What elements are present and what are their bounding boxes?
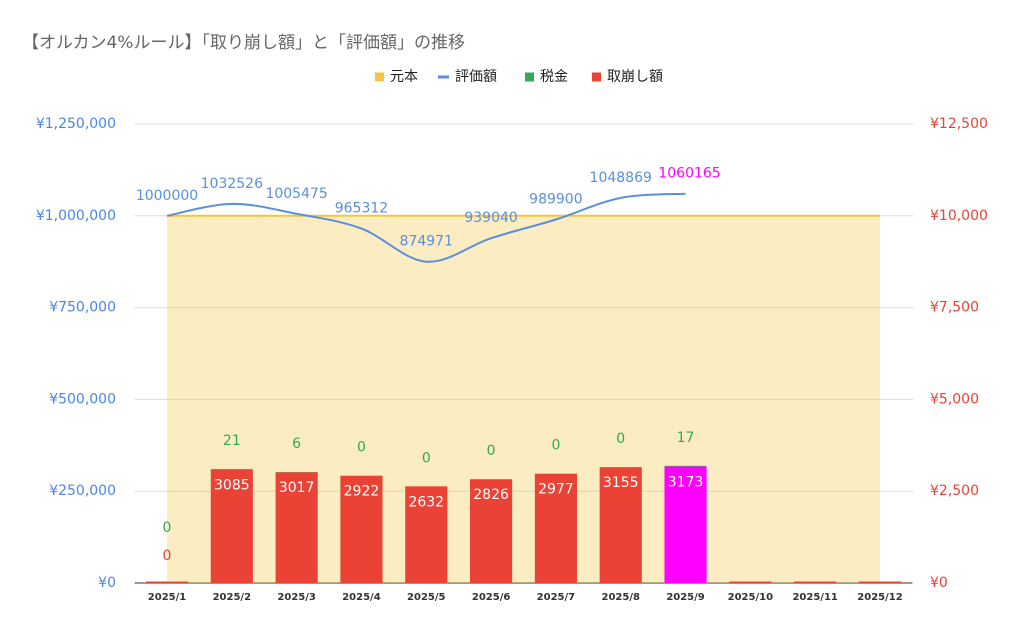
y2-tick-label: ¥12,500 [930,116,988,132]
data-label: 6 [292,436,301,452]
chart-title: 【オルカン4%ルール】「取り崩し額」と「評価額」の推移 [22,33,465,53]
y-tick-label: ¥250,000 [49,483,116,499]
bar [275,472,318,583]
bar [794,581,837,583]
bar [664,465,707,467]
y2-tick-label: ¥0 [930,575,948,591]
data-label: 2922 [344,484,380,500]
data-label: 0 [163,548,172,564]
data-label: 1005475 [265,186,327,202]
legend-label: 元本 [390,69,418,85]
data-label: 21 [223,433,241,449]
data-label: 0 [163,520,172,536]
bar [599,467,642,583]
x-tick-label: 2025/1 [148,592,186,603]
legend-label: 評価額 [455,69,497,85]
x-tick-label: 2025/4 [342,592,380,603]
bar [145,581,189,583]
y-tick-label: ¥750,000 [49,300,116,316]
data-label: 2977 [538,482,574,498]
data-label: 989900 [529,192,582,208]
legend-label: 税金 [540,69,568,85]
y2-tick-label: ¥2,500 [930,483,979,499]
x-tick-label: 2025/9 [666,592,704,603]
bar [210,469,253,583]
y-tick-label: ¥1,000,000 [36,208,116,224]
data-label: 0 [616,431,625,447]
x-tick-label: 2025/5 [407,592,445,603]
x-tick-label: 2025/8 [601,592,639,603]
x-tick-label: 2025/2 [213,592,251,603]
bar [210,468,253,470]
data-label: 3155 [603,475,639,491]
data-label: 0 [487,443,496,459]
data-label: 3085 [214,478,250,494]
bar [470,479,513,583]
bar [858,581,902,583]
y-tick-label: ¥500,000 [49,391,116,407]
bar [534,473,577,583]
x-tick-label: 2025/6 [472,592,510,603]
data-label: 965312 [335,201,388,217]
area [167,215,880,584]
data-label: 0 [551,438,560,454]
data-label: 1000000 [136,188,198,204]
data-label: 0 [422,450,431,466]
bar [664,466,707,583]
legend-swatch [592,72,601,82]
data-label: 874971 [400,234,453,250]
x-tick-label: 2025/12 [857,592,902,603]
legend-swatch [525,72,534,82]
data-label: 17 [677,430,695,446]
data-label: 3017 [279,480,315,496]
data-label: 1048869 [590,170,652,186]
line [166,192,686,263]
y2-tick-label: ¥7,500 [930,300,979,316]
data-label: 2632 [408,494,444,510]
data-label: 1060165 [658,166,720,182]
y2-tick-label: ¥5,000 [930,391,979,407]
data-label: 3173 [668,474,704,490]
y-tick-label: ¥0 [98,575,116,591]
y-tick-label: ¥1,250,000 [36,116,116,132]
bar [405,486,448,583]
data-label: 1032526 [201,176,263,192]
x-tick-label: 2025/7 [537,592,575,603]
x-tick-label: 2025/11 [792,592,837,603]
legend-swatch [375,72,384,82]
legend-label: 取崩し額 [607,69,663,85]
data-label: 0 [357,440,366,456]
x-tick-label: 2025/10 [728,592,773,603]
data-label: 939040 [464,210,517,226]
bar [340,475,383,583]
data-label: 2826 [473,487,509,503]
bar [729,581,772,583]
x-tick-label: 2025/3 [277,592,315,603]
y2-tick-label: ¥10,000 [930,208,988,224]
